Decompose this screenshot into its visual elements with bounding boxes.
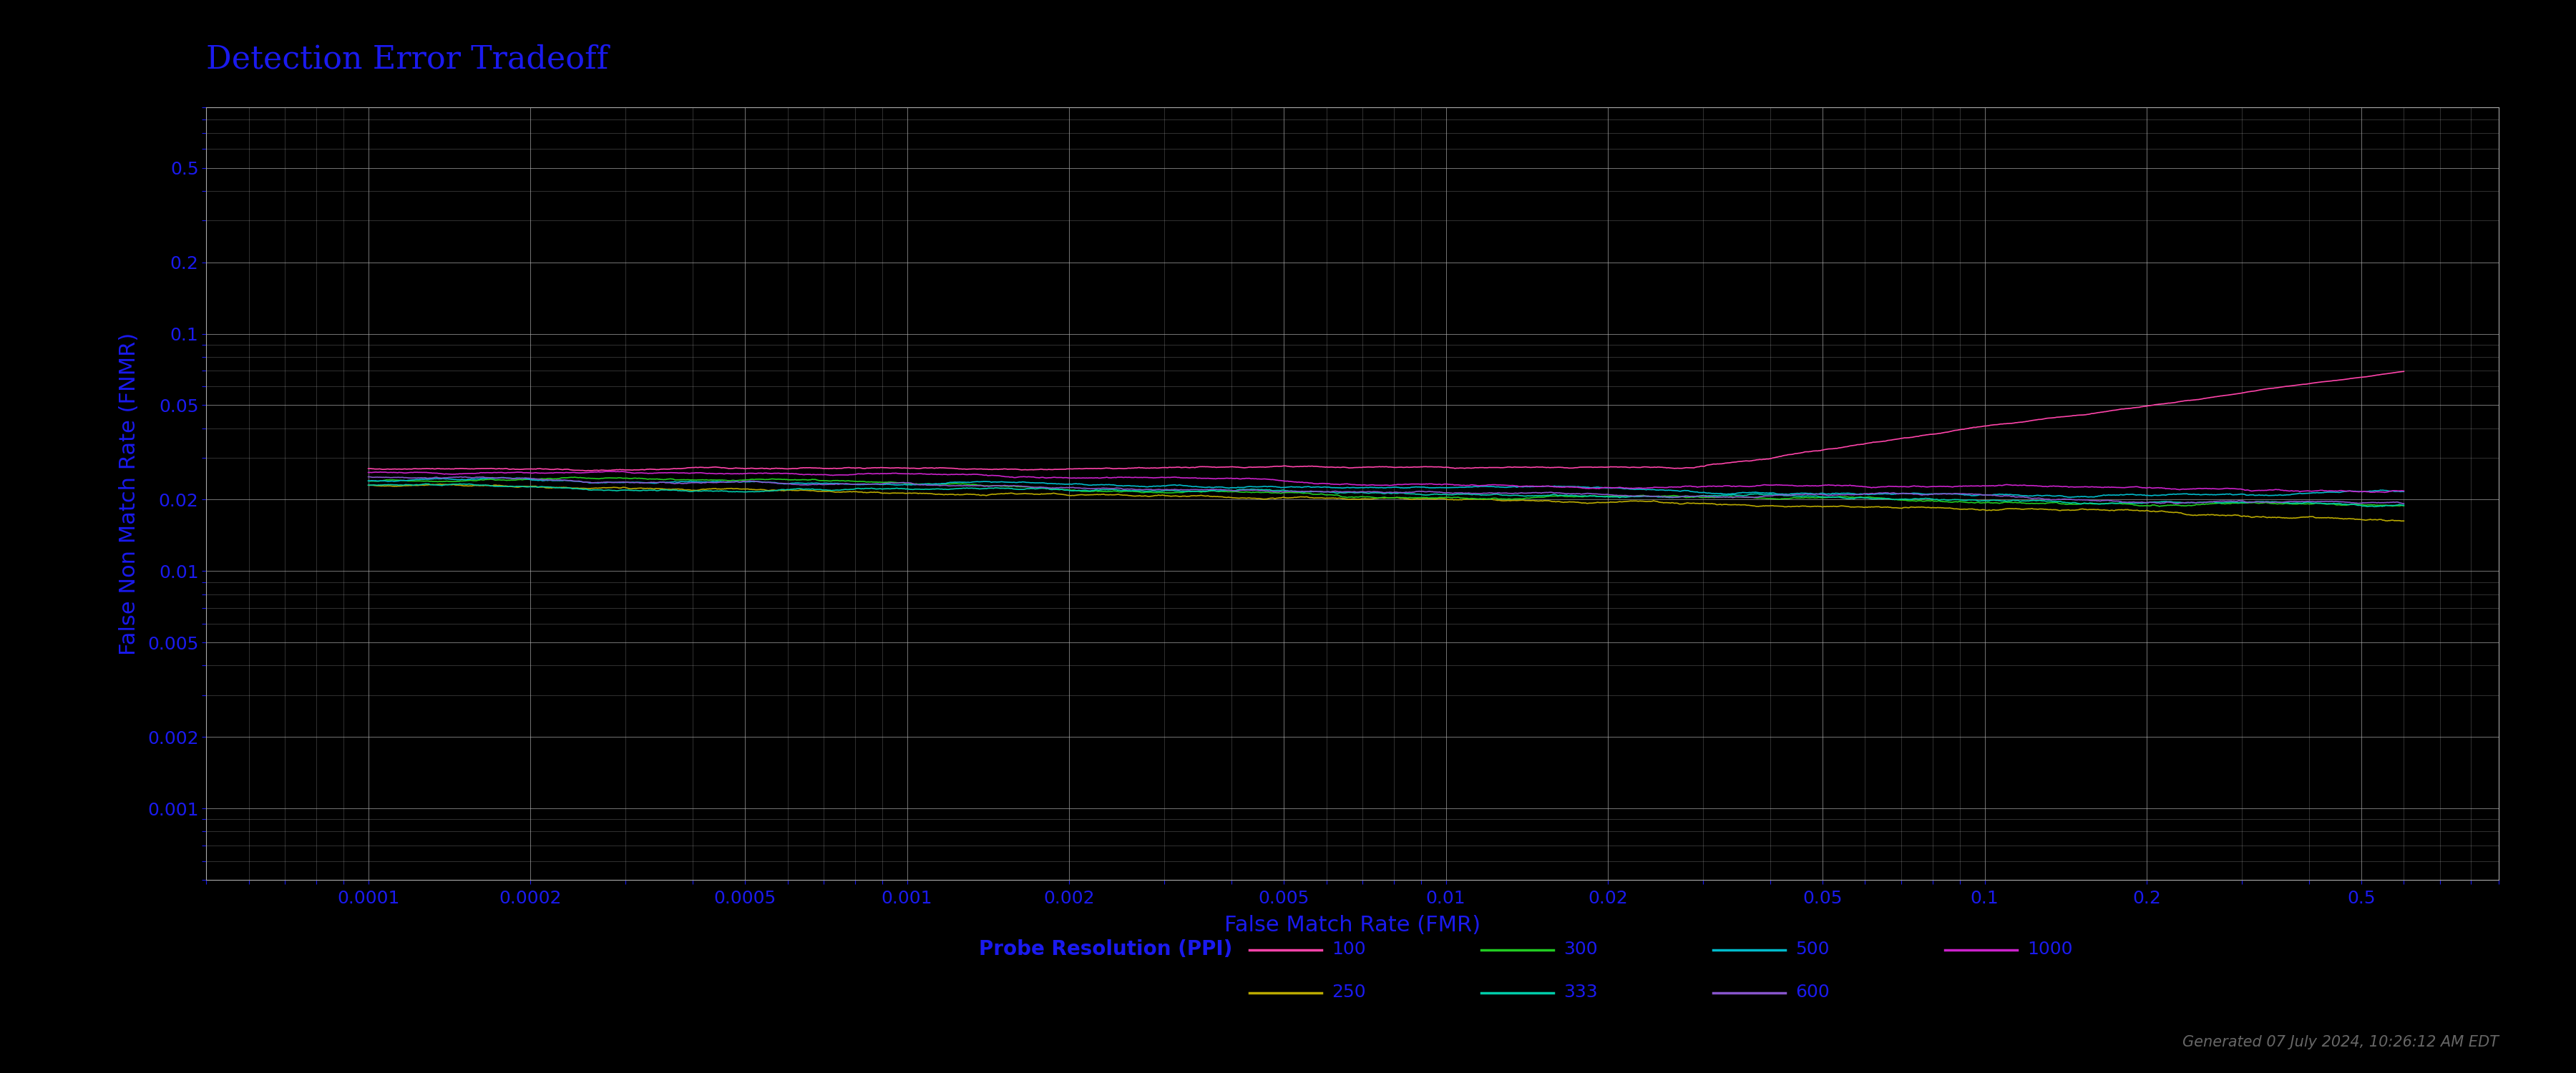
600 (1345, 485, 1376, 498)
300 (353, 474, 384, 487)
333 (2329, 498, 2360, 511)
250 (2331, 512, 2362, 525)
1000 (2331, 485, 2362, 498)
100 (456, 462, 487, 475)
600 (2331, 496, 2362, 509)
333 (1291, 485, 1321, 498)
Text: 300: 300 (1564, 941, 1597, 958)
1000 (2370, 486, 2401, 499)
500 (2331, 485, 2362, 498)
333 (1958, 494, 1989, 506)
Text: Probe Resolution (PPI): Probe Resolution (PPI) (979, 940, 1231, 959)
Text: 600: 600 (1795, 984, 1829, 1001)
300 (559, 471, 590, 484)
Text: Detection Error Tradeoff: Detection Error Tradeoff (206, 44, 608, 75)
600 (2388, 497, 2419, 510)
1000 (2329, 485, 2360, 498)
Text: 250: 250 (1332, 984, 1365, 1001)
500 (456, 472, 487, 485)
100 (2329, 373, 2360, 386)
500 (2056, 490, 2087, 503)
100 (1345, 461, 1376, 474)
X-axis label: False Match Rate (FMR): False Match Rate (FMR) (1224, 915, 1481, 936)
100 (1291, 460, 1321, 473)
Text: Generated 07 July 2024, 10:26:12 AM EDT: Generated 07 July 2024, 10:26:12 AM EDT (2182, 1035, 2499, 1049)
300 (1345, 490, 1376, 503)
500 (1958, 489, 1989, 502)
600 (2161, 497, 2192, 510)
250 (459, 480, 489, 493)
333 (2360, 500, 2391, 513)
Line: 500: 500 (368, 477, 2403, 497)
Line: 100: 100 (368, 371, 2403, 471)
1000 (595, 465, 626, 477)
Line: 1000: 1000 (368, 471, 2403, 493)
500 (1291, 481, 1321, 494)
300 (2388, 500, 2419, 513)
300 (456, 474, 487, 487)
Text: 500: 500 (1795, 941, 1829, 958)
Text: 100: 100 (1332, 941, 1365, 958)
1000 (1291, 476, 1321, 489)
600 (446, 470, 477, 483)
Line: 250: 250 (368, 484, 2403, 521)
300 (1291, 486, 1321, 499)
333 (353, 479, 384, 491)
100 (2388, 365, 2419, 378)
600 (2331, 496, 2362, 509)
100 (572, 465, 603, 477)
333 (459, 479, 489, 491)
600 (459, 471, 489, 484)
500 (2388, 485, 2419, 498)
300 (2331, 499, 2362, 512)
Text: 333: 333 (1564, 984, 1597, 1001)
300 (2331, 499, 2362, 512)
Line: 300: 300 (368, 477, 2403, 506)
250 (2329, 512, 2360, 525)
100 (2331, 372, 2362, 385)
250 (1958, 502, 1989, 515)
250 (2388, 515, 2419, 528)
500 (353, 474, 384, 487)
Y-axis label: False Non Match Rate (FNMR): False Non Match Rate (FNMR) (118, 333, 139, 655)
250 (2385, 515, 2416, 528)
250 (1345, 493, 1376, 505)
500 (2331, 485, 2362, 498)
600 (1958, 487, 1989, 500)
500 (1345, 482, 1376, 495)
1000 (1345, 479, 1376, 491)
600 (1291, 485, 1321, 498)
100 (353, 462, 384, 475)
333 (2388, 499, 2419, 512)
500 (489, 471, 520, 484)
300 (1958, 496, 1989, 509)
300 (2143, 500, 2174, 513)
600 (353, 470, 384, 483)
250 (425, 477, 456, 490)
100 (1958, 422, 1989, 435)
1000 (1958, 480, 1989, 493)
Text: 1000: 1000 (2027, 941, 2074, 958)
250 (1291, 490, 1321, 503)
333 (446, 477, 477, 490)
Line: 600: 600 (368, 476, 2403, 503)
333 (1345, 486, 1376, 499)
333 (2331, 498, 2362, 511)
1000 (456, 467, 487, 480)
Line: 333: 333 (368, 484, 2403, 506)
1000 (353, 466, 384, 479)
250 (353, 479, 384, 491)
1000 (2388, 484, 2419, 497)
